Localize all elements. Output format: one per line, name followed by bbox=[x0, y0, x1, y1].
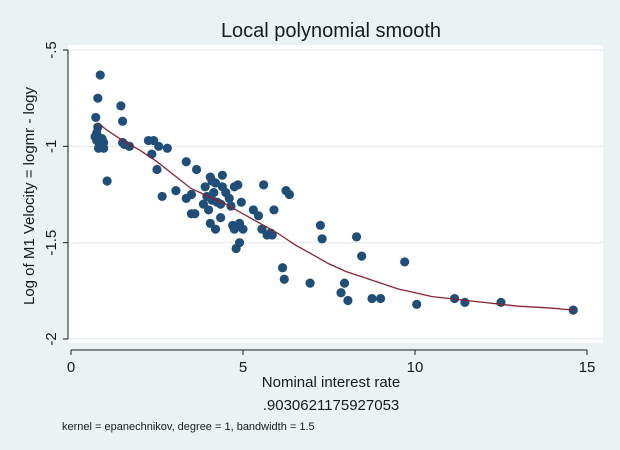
data-point bbox=[116, 101, 126, 111]
data-point bbox=[200, 182, 210, 192]
data-point bbox=[376, 293, 386, 304]
data-point bbox=[210, 178, 221, 188]
y-tick-label: -.5 bbox=[43, 41, 60, 59]
x-axis-label: Nominal interest rate bbox=[262, 374, 400, 391]
data-point bbox=[102, 176, 112, 186]
chart-note: kernel = epanechnikov, degree = 1, bandw… bbox=[62, 421, 315, 433]
data-point bbox=[317, 234, 327, 244]
data-point bbox=[339, 278, 350, 288]
data-point bbox=[154, 141, 164, 151]
plot-area bbox=[68, 45, 603, 343]
data-point bbox=[460, 297, 470, 307]
data-point bbox=[191, 164, 202, 175]
data-point bbox=[90, 132, 100, 142]
data-point bbox=[181, 157, 191, 167]
y-axis-label: Log of M1 Velocity = logmr - logy bbox=[21, 86, 38, 305]
x-tick-label: 0 bbox=[67, 359, 75, 376]
data-point bbox=[162, 143, 172, 153]
data-point bbox=[234, 238, 245, 248]
data-point bbox=[209, 187, 219, 198]
smooth-line-layer bbox=[98, 122, 574, 311]
data-point bbox=[217, 170, 227, 180]
data-point bbox=[343, 295, 353, 306]
data-point bbox=[216, 213, 226, 223]
data-point bbox=[236, 197, 246, 207]
data-point bbox=[305, 278, 315, 288]
data-point bbox=[204, 205, 214, 215]
data-point bbox=[93, 122, 103, 132]
data-point bbox=[157, 191, 167, 202]
x-tick-label: 5 bbox=[239, 359, 247, 376]
tick-labels: -.5 -1 -1.5 -2 0 5 10 15 bbox=[43, 41, 595, 376]
data-point bbox=[568, 305, 578, 315]
x-tick-label: 15 bbox=[579, 359, 596, 376]
data-point bbox=[279, 274, 289, 284]
data-point bbox=[351, 232, 362, 242]
data-point bbox=[400, 257, 410, 267]
data-point bbox=[118, 116, 128, 126]
y-tick-label: -2 bbox=[43, 332, 60, 345]
data-point bbox=[190, 209, 200, 219]
data-point bbox=[233, 180, 243, 190]
data-point bbox=[93, 93, 103, 103]
y-tick-label: -1 bbox=[43, 140, 60, 153]
data-point bbox=[253, 211, 264, 221]
data-point bbox=[152, 164, 162, 175]
data-point bbox=[336, 288, 346, 298]
subtitle-value: .9030621175927053 bbox=[263, 397, 400, 414]
smooth-line bbox=[98, 122, 574, 311]
data-point bbox=[210, 224, 221, 234]
data-point bbox=[216, 199, 226, 209]
axes bbox=[63, 49, 588, 355]
data-point bbox=[238, 224, 248, 234]
y-tick-label: -1.5 bbox=[43, 230, 60, 256]
data-point bbox=[277, 263, 288, 273]
data-point bbox=[357, 251, 367, 261]
scatter-points bbox=[90, 70, 578, 315]
data-point bbox=[269, 205, 279, 215]
data-point bbox=[224, 193, 234, 203]
data-point bbox=[171, 186, 181, 196]
data-point bbox=[91, 112, 101, 123]
data-point bbox=[496, 297, 506, 307]
data-point bbox=[147, 149, 157, 159]
data-point bbox=[284, 189, 295, 200]
data-point bbox=[99, 143, 109, 153]
data-point bbox=[367, 293, 377, 304]
data-point bbox=[315, 220, 325, 230]
data-point bbox=[95, 70, 105, 80]
data-point bbox=[412, 299, 422, 309]
data-point bbox=[259, 180, 269, 190]
x-tick-label: 10 bbox=[407, 359, 424, 376]
data-point bbox=[124, 141, 135, 151]
chart-title: Local polynomial smooth bbox=[221, 20, 441, 42]
data-point bbox=[229, 224, 239, 234]
data-point bbox=[186, 189, 196, 200]
